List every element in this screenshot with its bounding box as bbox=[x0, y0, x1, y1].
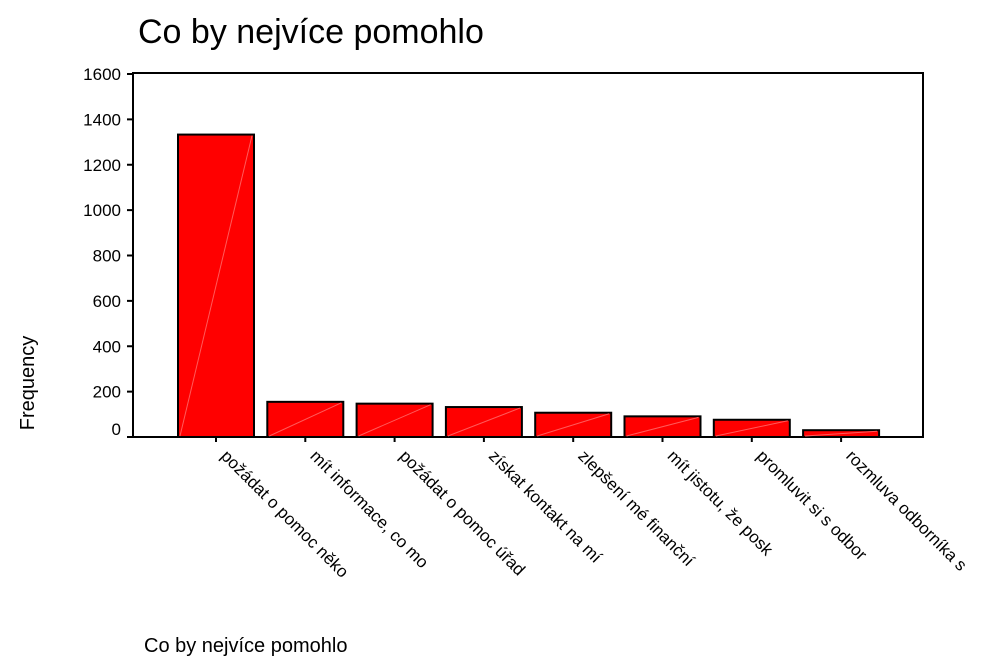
y-axis-label: Frequency bbox=[17, 336, 39, 431]
x-axis-label: Co by nejvíce pomohlo bbox=[144, 635, 347, 657]
y-tick-label: 400 bbox=[93, 337, 121, 356]
bar-shade bbox=[179, 135, 253, 437]
chart-title: Co by nejvíce pomohlo bbox=[138, 13, 484, 51]
bar-shade bbox=[537, 413, 610, 437]
bar-shade bbox=[447, 407, 521, 437]
bar-shade bbox=[269, 402, 342, 437]
y-tick-label: 1000 bbox=[83, 201, 121, 220]
y-tick-label: 1200 bbox=[83, 156, 121, 175]
y-axis: 0 200 400 600 800 1000 1200 1400 1600 bbox=[83, 65, 133, 439]
bar-shade bbox=[626, 416, 699, 437]
bar-shade bbox=[805, 430, 878, 437]
y-tick-label: 1600 bbox=[83, 65, 121, 84]
y-tick-label: 600 bbox=[93, 292, 121, 311]
y-tick-label: 800 bbox=[93, 247, 121, 266]
bar-shade bbox=[715, 420, 788, 437]
y-tick-label: 200 bbox=[93, 383, 121, 402]
y-tick-label: 0 bbox=[112, 420, 121, 439]
bar-shade bbox=[358, 404, 431, 437]
y-tick-label: 1400 bbox=[83, 110, 121, 129]
bars-group bbox=[177, 133, 881, 439]
